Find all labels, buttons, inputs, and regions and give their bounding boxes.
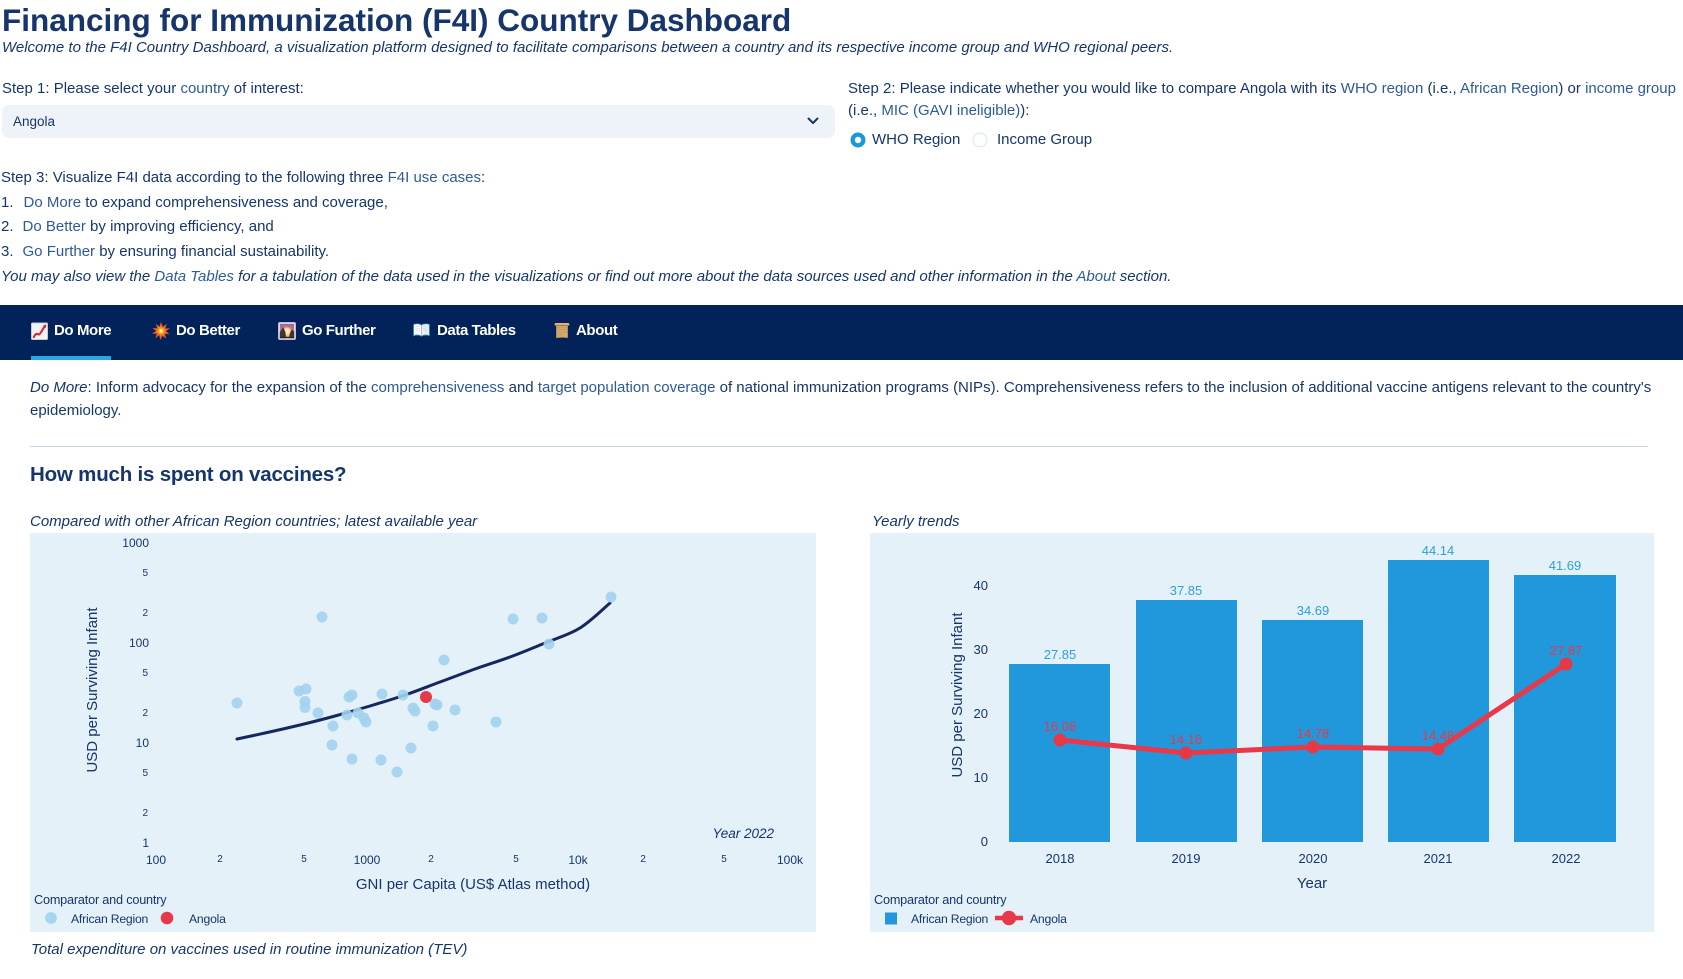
svg-text:10: 10 bbox=[974, 770, 988, 785]
svg-text:40: 40 bbox=[974, 578, 988, 593]
svg-text:100k: 100k bbox=[777, 853, 804, 867]
svg-text:5: 5 bbox=[301, 854, 307, 865]
svg-text:5: 5 bbox=[513, 854, 519, 865]
svg-text:14.78: 14.78 bbox=[1297, 726, 1330, 741]
svg-text:5: 5 bbox=[142, 768, 148, 779]
svg-text:0: 0 bbox=[981, 834, 988, 849]
svg-text:2021: 2021 bbox=[1424, 851, 1453, 866]
svg-text:37.85: 37.85 bbox=[1170, 583, 1203, 598]
svg-text:Angola: Angola bbox=[1030, 912, 1067, 926]
svg-text:African Region: African Region bbox=[911, 912, 988, 926]
svg-text:USD per Surviving Infant: USD per Surviving Infant bbox=[84, 607, 101, 773]
svg-text:2: 2 bbox=[217, 854, 223, 865]
svg-text:2: 2 bbox=[142, 708, 148, 719]
svg-text:1000: 1000 bbox=[354, 853, 381, 867]
svg-text:34.69: 34.69 bbox=[1297, 603, 1330, 618]
svg-text:1000: 1000 bbox=[122, 536, 149, 550]
svg-text:20: 20 bbox=[974, 706, 988, 721]
svg-text:30: 30 bbox=[974, 642, 988, 657]
svg-text:10: 10 bbox=[136, 736, 150, 750]
svg-text:10k: 10k bbox=[568, 853, 588, 867]
svg-text:5: 5 bbox=[142, 668, 148, 679]
svg-text:2020: 2020 bbox=[1299, 851, 1328, 866]
svg-text:14.16: 14.16 bbox=[1170, 732, 1203, 747]
svg-text:2: 2 bbox=[142, 808, 148, 819]
svg-text:Comparator and country: Comparator and country bbox=[874, 893, 1007, 907]
svg-text:16.06: 16.06 bbox=[1044, 719, 1077, 734]
svg-text:100: 100 bbox=[129, 636, 149, 650]
svg-text:2: 2 bbox=[428, 854, 434, 865]
svg-text:5: 5 bbox=[142, 568, 148, 579]
svg-text:2022: 2022 bbox=[1552, 851, 1581, 866]
svg-text:44.14: 44.14 bbox=[1422, 543, 1455, 558]
svg-text:1: 1 bbox=[142, 836, 149, 850]
svg-text:14.48: 14.48 bbox=[1422, 728, 1455, 743]
svg-text:27.87: 27.87 bbox=[1550, 643, 1583, 658]
svg-text:41.69: 41.69 bbox=[1549, 558, 1582, 573]
svg-text:USD per Surviving Infant: USD per Surviving Infant bbox=[949, 612, 966, 778]
svg-text:Angola: Angola bbox=[189, 912, 226, 926]
svg-text:2: 2 bbox=[142, 608, 148, 619]
svg-text:African Region: African Region bbox=[71, 912, 148, 926]
svg-text:2: 2 bbox=[640, 854, 646, 865]
svg-text:5: 5 bbox=[721, 854, 727, 865]
svg-text:Year: Year bbox=[1297, 875, 1327, 892]
svg-text:Year 2022: Year 2022 bbox=[712, 826, 774, 841]
svg-text:100: 100 bbox=[146, 853, 166, 867]
svg-text:27.85: 27.85 bbox=[1044, 647, 1077, 662]
svg-text:2019: 2019 bbox=[1172, 851, 1201, 866]
svg-text:GNI per Capita (US$ Atlas meth: GNI per Capita (US$ Atlas method) bbox=[356, 876, 590, 893]
svg-text:2018: 2018 bbox=[1046, 851, 1075, 866]
svg-text:Comparator and country: Comparator and country bbox=[34, 893, 167, 907]
